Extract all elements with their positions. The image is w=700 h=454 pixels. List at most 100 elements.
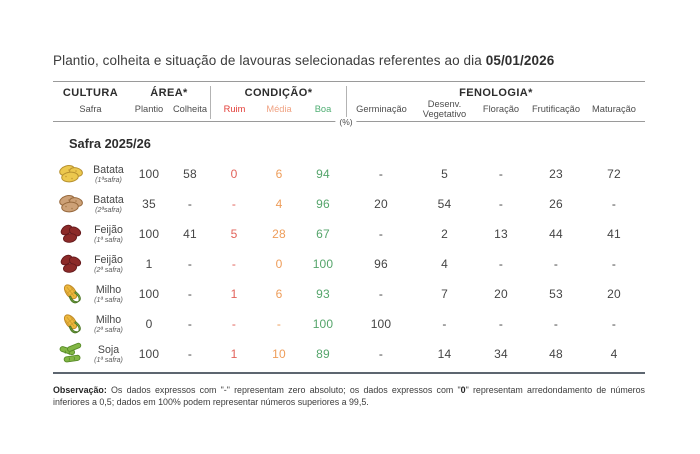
table-row: Milho (2ª safra) 0 - - - 100 100 - - - - xyxy=(53,309,645,339)
crop-name: Feijão xyxy=(94,253,123,266)
cell-floracao: - xyxy=(498,167,504,182)
col-desenv-line2: Vegetativo xyxy=(422,109,467,120)
col-germinacao: Germinação xyxy=(346,99,416,120)
cell-frutificacao: 48 xyxy=(549,347,563,362)
cell-colheita: - xyxy=(187,197,193,212)
cell-frutificacao: 44 xyxy=(549,227,563,242)
crops-table: CULTURA ÁREA* CONDIÇÃO* FENOLOGIA* Safra… xyxy=(53,81,645,375)
cell-ruim: - xyxy=(231,257,237,272)
cell-floracao: - xyxy=(498,197,504,212)
cell-ruim: 1 xyxy=(230,287,238,302)
cell-germinacao: - xyxy=(378,227,384,242)
col-group-area: ÁREA* xyxy=(150,87,188,99)
footer-note-label: Observação: xyxy=(53,385,107,396)
crop-name: Feijão xyxy=(94,223,123,236)
soybean-icon xyxy=(59,342,82,363)
cell-germinacao: 20 xyxy=(374,197,388,212)
table-row: Feijão (1ª safra) 100 41 5 28 67 - 2 13 … xyxy=(53,219,645,249)
cell-germinacao: - xyxy=(378,287,384,302)
col-desenv-vegetativo: Desenv. Vegetativo xyxy=(416,99,473,119)
col-plantio: Plantio xyxy=(134,104,164,115)
cell-colheita: - xyxy=(187,347,193,362)
cell-germinacao: 96 xyxy=(374,257,388,272)
crop-label: Soja (1ª safra) xyxy=(89,343,128,364)
cell-boa: 96 xyxy=(316,197,330,212)
cell-boa: 67 xyxy=(316,227,330,242)
col-colheita: Colheita xyxy=(172,104,208,115)
report-date: 05/01/2026 xyxy=(485,53,555,68)
col-maturacao: Maturação xyxy=(592,104,636,115)
cell-maturacao: - xyxy=(611,257,617,272)
cell-desenv: 14 xyxy=(437,347,452,362)
cell-ruim: - xyxy=(231,197,237,212)
row-icon-cell xyxy=(53,342,89,366)
crop-season: (1ª safra) xyxy=(94,296,123,304)
col-ruim: Ruim xyxy=(210,99,258,120)
potato-yellow-icon xyxy=(59,165,83,183)
row-icon-cell xyxy=(53,312,89,336)
cell-media: 4 xyxy=(275,197,283,212)
cell-plantio: 100 xyxy=(138,227,160,242)
row-icon-cell xyxy=(53,252,89,276)
cell-maturacao: - xyxy=(611,317,617,332)
cell-colheita: - xyxy=(187,257,193,272)
cell-media: 0 xyxy=(275,257,283,272)
crop-label: Feijão (1ª safra) xyxy=(89,223,128,243)
crop-label: Feijão (2ª safra) xyxy=(89,253,128,273)
cell-maturacao: 72 xyxy=(607,167,621,182)
cell-colheita: 41 xyxy=(183,227,197,242)
crop-season: (2ªsafra) xyxy=(95,206,122,214)
cell-plantio: 100 xyxy=(138,287,160,302)
cell-ruim: 0 xyxy=(230,167,238,182)
row-icon-cell xyxy=(53,192,89,216)
cell-media: 6 xyxy=(275,167,283,182)
cell-plantio: 0 xyxy=(145,317,153,332)
header-sub-row: Safra Plantio Colheita Ruim Média Boa Ge… xyxy=(53,99,645,121)
cell-plantio: 35 xyxy=(142,197,156,212)
table-row: Milho (1ª safra) 100 - 1 6 93 - 7 20 53 … xyxy=(53,279,645,309)
cell-frutificacao: - xyxy=(553,257,559,272)
cell-desenv: 7 xyxy=(441,287,448,302)
footer-note-text2: " representam arredondamento de números … xyxy=(53,385,645,407)
table-header: CULTURA ÁREA* CONDIÇÃO* FENOLOGIA* Safra… xyxy=(53,81,645,128)
cell-floracao: - xyxy=(498,257,504,272)
crop-season: (2ª safra) xyxy=(94,326,123,334)
header-group-row: CULTURA ÁREA* CONDIÇÃO* FENOLOGIA* xyxy=(53,86,645,99)
crop-label: Milho (2ª safra) xyxy=(89,314,128,334)
cell-maturacao: 41 xyxy=(607,227,621,242)
cell-maturacao: 4 xyxy=(610,347,618,362)
cell-desenv: 4 xyxy=(441,257,448,272)
cell-ruim: 1 xyxy=(230,347,238,362)
row-icon-cell xyxy=(53,222,89,246)
col-floracao: Floração xyxy=(482,104,520,115)
season-header: Safra 2025/26 xyxy=(69,136,151,152)
cell-media: 6 xyxy=(275,287,283,302)
cell-desenv: 2 xyxy=(441,227,448,242)
cell-desenv: - xyxy=(442,317,447,332)
cell-media: 10 xyxy=(272,347,286,362)
percent-unit-label: (%) xyxy=(335,117,357,128)
cell-frutificacao: - xyxy=(553,317,559,332)
cell-ruim: - xyxy=(231,317,237,332)
page-title-text: Plantio, colheita e situação de lavouras… xyxy=(53,53,486,68)
crop-season: (1ª safra) xyxy=(94,356,123,364)
crop-name: Soja xyxy=(97,343,120,356)
table-row: Batata (1ªsafra) 100 58 0 6 94 - 5 - 23 … xyxy=(53,159,645,189)
crop-label: Batata (2ªsafra) xyxy=(89,193,128,214)
col-desenv-line1: Desenv. xyxy=(427,99,462,109)
cell-germinacao: - xyxy=(378,167,384,182)
cell-germinacao: 100 xyxy=(370,317,392,332)
crop-season: (1ªsafra) xyxy=(95,176,122,184)
col-group-cultura: CULTURA xyxy=(62,87,119,99)
cell-maturacao: - xyxy=(611,197,617,212)
cell-desenv: 54 xyxy=(437,197,452,212)
crop-label: Batata (1ªsafra) xyxy=(89,164,128,184)
cell-floracao: 13 xyxy=(494,227,508,242)
cell-colheita: - xyxy=(187,287,193,302)
cell-floracao: 20 xyxy=(494,287,508,302)
beans-icon xyxy=(60,254,82,273)
crop-name: Batata xyxy=(93,193,124,206)
cell-plantio: 100 xyxy=(138,347,160,362)
corn-icon xyxy=(63,314,81,334)
